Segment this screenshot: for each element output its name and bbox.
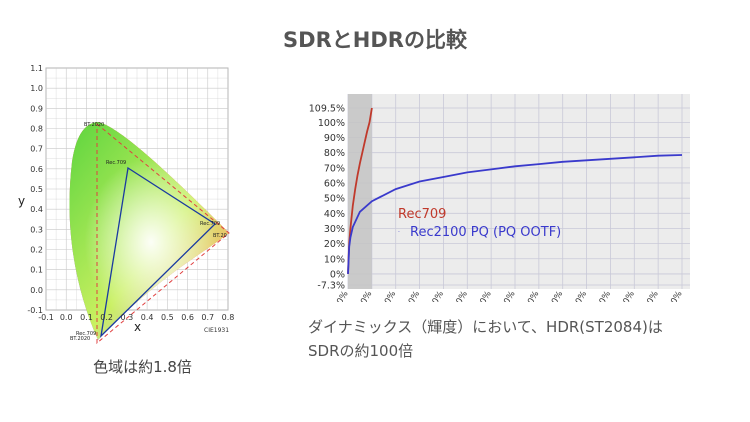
x-tick-label: 200%: [377, 290, 398, 303]
y-tick-label: 60%: [324, 179, 345, 190]
cie-y-tick: 0.1: [30, 266, 43, 275]
y-tick-label: 0%: [330, 269, 345, 280]
y-tick-label: 30%: [324, 224, 345, 235]
luminance-caption-line1: ダイナミックス（輝度）において、HDR(ST2084)は: [308, 318, 663, 336]
x-tick-label: 400%: [425, 290, 446, 303]
legend-rec2100-pq: Rec2100 PQ (PQ OOTF): [410, 225, 561, 240]
rec2100-pq-curve: [347, 154, 683, 274]
chart-background: [348, 94, 690, 289]
y-tick-label: 109.5%: [309, 104, 345, 115]
x-tick-label: 1000%: [566, 290, 590, 303]
cie-y-tick: 0.0: [30, 286, 43, 295]
cie-x-tick: 0.5: [161, 313, 174, 322]
bt2020-top-label: BT.2020: [84, 122, 104, 128]
y-tick-label: 80%: [324, 148, 345, 159]
y-tick-label: 90%: [324, 133, 345, 144]
cie-x-tick: -0.1: [38, 313, 54, 322]
cie-y-tick: 0.9: [30, 104, 43, 113]
luminance-caption-line2: SDRの約100倍: [308, 342, 414, 360]
sdr-range-shade: [348, 94, 372, 289]
y-tick-label: 70%: [324, 163, 345, 174]
luminance-chart: 109.5% 100% 90% 80% 70% 60% 50% 40% 30% 20% 10% 0%-…: [309, 94, 690, 303]
y-tick-label: 50%: [324, 194, 345, 205]
cie-x-tick: 0.0: [60, 313, 73, 322]
legend-rec709: Rec709: [398, 207, 446, 222]
bt2020-bottom-label: BT.2020: [70, 336, 90, 342]
luminance-caption: ダイナミックス（輝度）において、HDR(ST2084)は SDRの約100倍: [308, 315, 728, 363]
bt2020-gamut-triangle: [96, 122, 230, 345]
x-tick-label: 1300%: [637, 290, 661, 303]
x-tick-label: 800%: [521, 290, 542, 303]
cie-x-tick: 0.7: [201, 313, 214, 322]
cie-y-tick: 0.8: [30, 125, 43, 134]
cie-y-tick: 0.5: [30, 185, 43, 194]
gamut-caption: 色域は約1.8倍: [93, 358, 192, 376]
rec709-gamut-triangle: [100, 166, 217, 338]
x-tick-label: 600%: [473, 290, 494, 303]
x-tick-label: 1400%: [661, 290, 685, 303]
y-tick-label: 100%: [318, 118, 345, 129]
rec709-top-label: Rec.709: [106, 160, 126, 166]
rec709-right-label: Rec.709: [200, 221, 220, 227]
cie-x-tick: 0.6: [181, 313, 194, 322]
x-tick-label: 0%: [335, 290, 350, 303]
cie-x-axis-label: x: [134, 320, 141, 334]
cie-footer-label: CIE1931: [204, 327, 229, 334]
x-tick-label: 300%: [401, 290, 422, 303]
cie-y-tick: 0.3: [30, 225, 43, 234]
cie-x-tick: 0.1: [80, 313, 93, 322]
cie-y-axis-label: y: [18, 194, 25, 208]
x-tick-label: 700%: [497, 290, 518, 303]
x-tick-label: 100%: [354, 290, 375, 303]
cie-y-tick: 1.0: [30, 84, 43, 93]
y-tick-label: 10%: [324, 254, 345, 265]
legend-marker: ·: [398, 229, 400, 236]
rec709-bottom-label: Rec.709: [76, 331, 96, 337]
x-tick-label: 900%: [544, 290, 565, 303]
y-tick-label: 20%: [324, 239, 345, 250]
cie-x-tick: 0.2: [100, 313, 113, 322]
page-title: SDRとHDRの比較: [283, 28, 467, 52]
x-tick-label: 1100%: [590, 290, 614, 303]
y-tick-label: -7.3%: [317, 281, 345, 292]
bt2020-right-label: BT.20: [213, 233, 227, 239]
cie-chromaticity-diagram: BT.2020 Rec.709 Rec.709 BT.20 Rec.709 BT…: [18, 64, 235, 345]
cie-y-tick: 0.2: [30, 246, 43, 255]
cie-y-tick: 0.6: [30, 165, 43, 174]
cie-x-tick: 0.4: [141, 313, 154, 322]
x-tick-label: 500%: [449, 290, 470, 303]
y-tick-label: 40%: [324, 209, 345, 220]
cie-y-tick: 0.4: [30, 205, 43, 214]
cie-y-tick: -0.1: [27, 306, 43, 315]
cie-x-tick: 0.8: [222, 313, 235, 322]
cie-x-tick: 0.3: [121, 313, 134, 322]
x-tick-label: 1200%: [613, 290, 637, 303]
cie-y-tick: 0.7: [30, 145, 43, 154]
cie-y-tick: 1.1: [30, 64, 43, 73]
